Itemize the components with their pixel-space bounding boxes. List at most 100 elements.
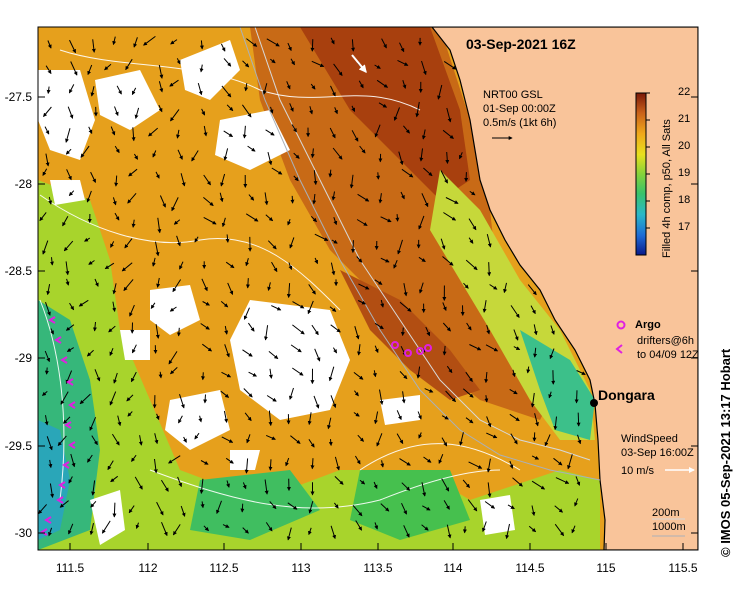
current-vector [89, 522, 94, 536]
current-vector [201, 372, 206, 381]
current-vector [90, 171, 96, 184]
current-vector [399, 301, 412, 312]
current-vector [248, 194, 255, 201]
current-vector [262, 83, 268, 95]
current-vector [68, 84, 75, 94]
current-vector [311, 324, 319, 336]
colorbar-tick-label: 19 [678, 167, 691, 179]
current-vector [128, 168, 138, 177]
current-vector [372, 370, 377, 378]
current-vector [65, 324, 75, 331]
current-vector [191, 150, 199, 162]
current-vector [419, 148, 424, 162]
current-vector [286, 81, 291, 90]
current-vector [46, 284, 51, 296]
current-vector [265, 434, 276, 440]
current-vector [354, 390, 359, 397]
current-vector [314, 257, 319, 265]
current-vector [224, 344, 230, 358]
lon-label: 112 [138, 561, 158, 575]
current-vector [482, 300, 487, 313]
current-vector [112, 301, 117, 312]
current-vector [329, 306, 337, 312]
current-vector [123, 279, 134, 292]
current-vector [90, 86, 95, 97]
current-vector [225, 261, 235, 269]
current-vector [109, 348, 114, 357]
current-vector [42, 168, 48, 176]
current-vector [307, 412, 312, 426]
current-vector [443, 60, 457, 70]
current-vector [227, 282, 234, 296]
current-vector [44, 126, 50, 135]
drifter-marker [68, 441, 76, 449]
current-vector [486, 324, 491, 335]
current-vector [418, 432, 423, 439]
current-vector [265, 214, 274, 222]
current-vector [225, 234, 230, 243]
current-vector [198, 415, 203, 423]
current-vector [220, 301, 229, 308]
current-vector [143, 35, 156, 46]
current-vector [441, 415, 449, 420]
current-vector [554, 505, 564, 513]
current-vector [513, 346, 521, 351]
current-vector [310, 215, 317, 223]
current-vector [223, 148, 229, 161]
current-vector [203, 197, 214, 207]
current-vector [511, 369, 516, 378]
current-vector [194, 236, 199, 243]
current-vector [65, 128, 71, 143]
map-field [38, 27, 698, 550]
current-vector [331, 239, 338, 244]
current-vector [63, 416, 71, 424]
current-vector [330, 324, 341, 333]
current-vector [130, 371, 137, 383]
current-vector [285, 457, 290, 467]
current-vector [510, 305, 520, 319]
current-vector [328, 366, 335, 382]
current-vector [46, 436, 53, 451]
current-vector [310, 458, 315, 470]
current-vector [401, 168, 414, 178]
wind-legend-title: WindSpeed [621, 433, 678, 445]
current-vector [63, 240, 74, 252]
current-vector [112, 36, 117, 46]
current-vector [399, 458, 411, 466]
current-vector [533, 347, 538, 358]
current-vector [441, 478, 450, 492]
current-vector [161, 522, 168, 537]
current-vector [194, 432, 200, 440]
current-vector [48, 196, 53, 205]
current-vector [94, 278, 99, 287]
current-vector [131, 344, 137, 354]
current-vector [380, 460, 385, 468]
current-vector [152, 150, 157, 158]
current-vector [48, 527, 53, 537]
current-vector [242, 60, 250, 68]
current-vector [290, 58, 295, 66]
current-vector [288, 262, 293, 271]
argo-markers [40, 316, 432, 536]
current-vector [512, 477, 523, 487]
drifter-legend-line2: to 04/09 12Z [637, 349, 699, 361]
current-vector [104, 63, 112, 71]
current-vector [351, 130, 359, 142]
argo-float-marker [424, 344, 432, 352]
current-vector [467, 499, 478, 512]
current-vector [445, 151, 450, 164]
current-vector [168, 455, 181, 464]
drifter-marker [62, 461, 70, 469]
current-vector [221, 85, 232, 98]
drifter-legend-icon [615, 344, 623, 354]
colorbar-tick-label: 20 [678, 140, 691, 152]
current-vector [574, 498, 579, 507]
current-vector [110, 475, 119, 483]
current-vector [287, 527, 292, 541]
current-vector [78, 299, 89, 307]
current-vector [90, 500, 97, 508]
current-vector [425, 326, 431, 337]
current-vector [465, 371, 473, 383]
lon-label: 115 [596, 561, 616, 575]
current-vector [176, 129, 180, 139]
